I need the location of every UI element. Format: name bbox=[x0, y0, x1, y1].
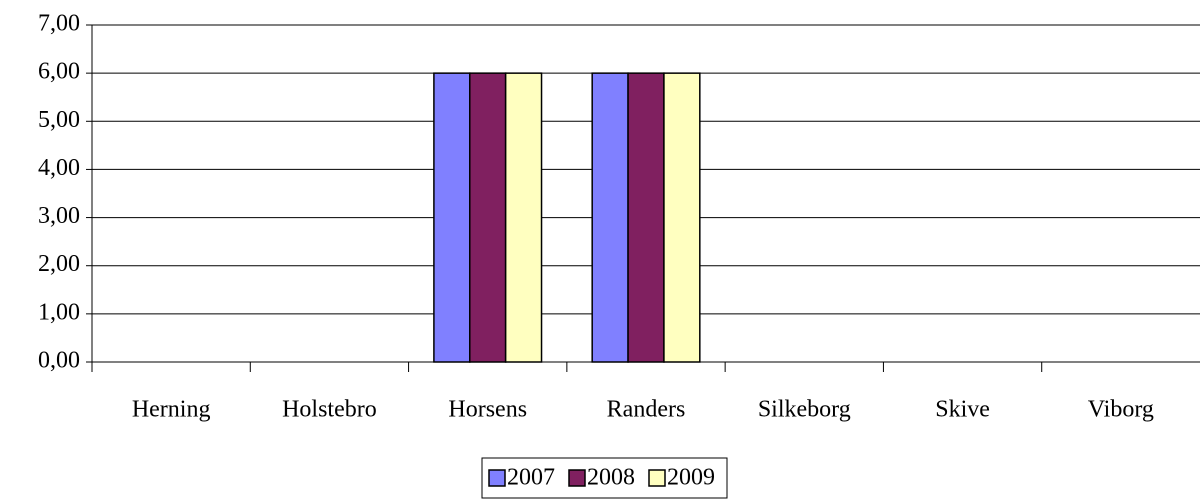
bar bbox=[627, 72, 665, 363]
x-tick-label: Viborg bbox=[1088, 397, 1154, 423]
x-tick-label: Holstebro bbox=[282, 397, 377, 423]
legend-label: 2007 bbox=[507, 465, 555, 491]
legend-swatch bbox=[488, 469, 506, 487]
y-tick-label: 3,00 bbox=[38, 203, 80, 229]
bar bbox=[591, 72, 629, 363]
legend-swatch bbox=[648, 469, 666, 487]
y-tick-label: 6,00 bbox=[38, 59, 80, 85]
x-tick-label: Herning bbox=[132, 397, 211, 423]
legend-swatch bbox=[568, 469, 586, 487]
x-tick-label: Skive bbox=[935, 397, 990, 423]
legend-label: 2009 bbox=[667, 465, 715, 491]
x-tick-label: Silkeborg bbox=[758, 397, 851, 423]
y-tick-label: 5,00 bbox=[38, 107, 80, 133]
y-tick-label: 0,00 bbox=[38, 348, 80, 374]
legend-label: 2008 bbox=[587, 465, 635, 491]
bar bbox=[433, 72, 471, 363]
bar bbox=[504, 72, 543, 363]
y-tick-label: 4,00 bbox=[38, 155, 80, 181]
bar bbox=[469, 72, 507, 363]
legend-box bbox=[481, 457, 728, 499]
x-tick-label: Horsens bbox=[448, 397, 527, 423]
x-tick-label: Randers bbox=[607, 397, 686, 423]
y-tick-label: 7,00 bbox=[38, 11, 80, 37]
y-tick-label: 2,00 bbox=[38, 251, 80, 277]
bar bbox=[663, 72, 701, 363]
y-tick-label: 1,00 bbox=[38, 299, 80, 325]
